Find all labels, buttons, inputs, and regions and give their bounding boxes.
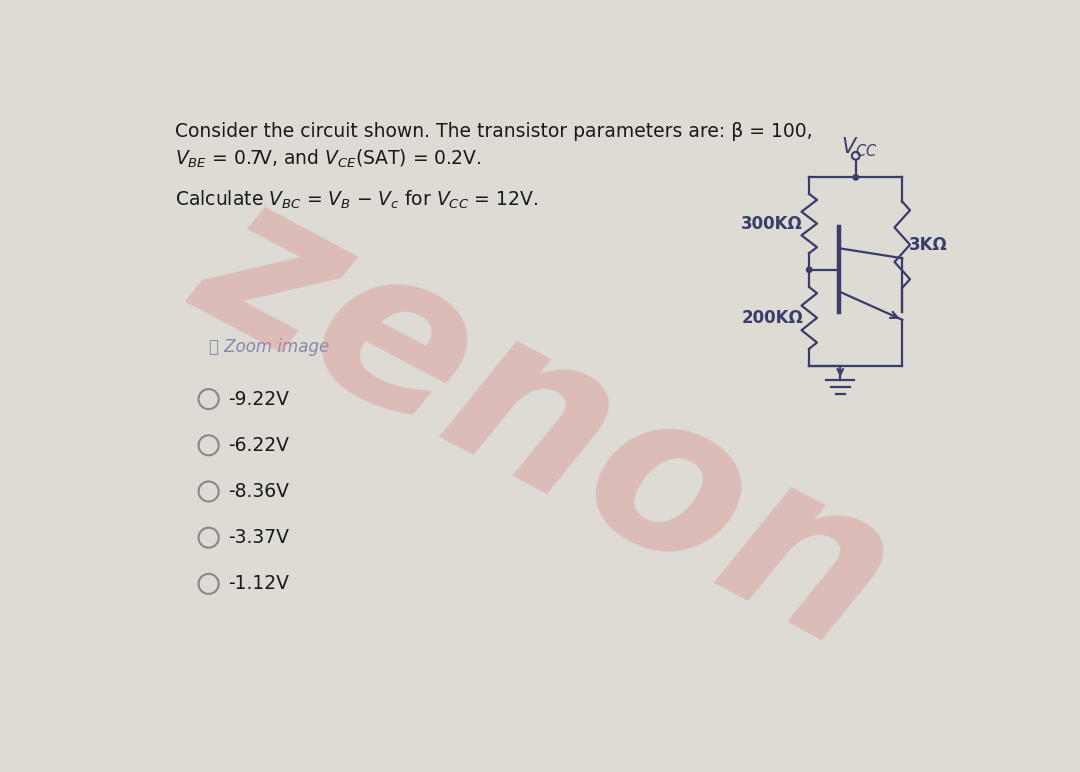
Text: $V_{CC}$: $V_{CC}$ [841, 135, 878, 158]
Text: zenon: zenon [164, 154, 927, 694]
Circle shape [807, 267, 812, 273]
Text: -9.22V: -9.22V [228, 390, 289, 408]
Text: -1.12V: -1.12V [228, 574, 289, 594]
Text: -6.22V: -6.22V [228, 436, 289, 455]
Circle shape [853, 174, 859, 180]
Text: Calculate $V_{BC}$ = $V_B$ − $V_c$ for $V_{CC}$ = 12V.: Calculate $V_{BC}$ = $V_B$ − $V_c$ for $… [175, 189, 538, 212]
Text: ⌕ Zoom image: ⌕ Zoom image [208, 337, 329, 355]
Text: 200KΩ: 200KΩ [741, 309, 804, 327]
Text: -3.37V: -3.37V [228, 528, 289, 547]
Text: $V_{BE}$ = 0.7V, and $V_{CE}$(SAT) = 0.2V.: $V_{BE}$ = 0.7V, and $V_{CE}$(SAT) = 0.2… [175, 148, 482, 171]
Text: -8.36V: -8.36V [228, 482, 289, 501]
Text: Consider the circuit shown. The transistor parameters are: β = 100,: Consider the circuit shown. The transist… [175, 122, 813, 141]
Text: 3KΩ: 3KΩ [908, 235, 947, 254]
Text: 300KΩ: 300KΩ [741, 215, 804, 232]
